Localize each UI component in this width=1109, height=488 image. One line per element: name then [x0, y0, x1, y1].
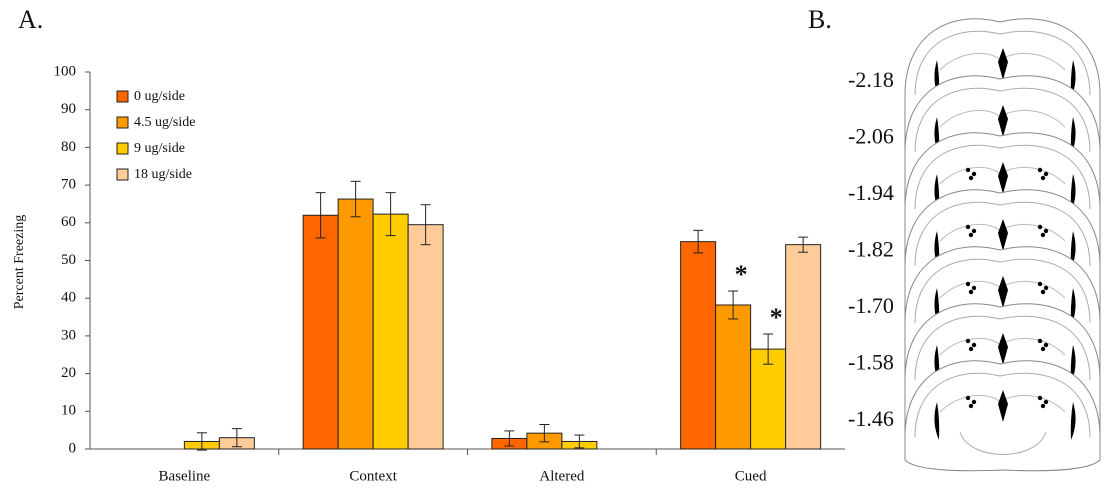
y-tick-label: 40 [61, 290, 76, 306]
significance-mark: * [735, 260, 748, 289]
legend-label: 9 ug/side [134, 141, 185, 156]
cannula-dot [1041, 404, 1045, 408]
level-label: -1.58 [848, 350, 894, 375]
y-tick-label: 60 [61, 214, 76, 230]
cannula-dot [1041, 290, 1045, 294]
cannula-dot [966, 282, 970, 286]
bar [408, 225, 443, 449]
cannula-dot [1044, 229, 1048, 233]
level-label: -1.82 [848, 237, 894, 262]
cannula-dot [972, 400, 976, 404]
cannula-dot [1044, 172, 1048, 176]
y-tick-label: 100 [54, 63, 77, 79]
bar [716, 305, 751, 449]
cannula-dot [1038, 282, 1042, 286]
cannula-dot [1038, 339, 1042, 343]
y-axis-label: Percent Freezing [12, 215, 27, 309]
cannula-dot [1041, 347, 1045, 351]
cannula-dot [1044, 286, 1048, 290]
y-tick-label: 10 [61, 403, 76, 419]
y-tick-label: 0 [69, 440, 77, 456]
y-tick-label: 70 [61, 177, 76, 193]
significance-mark: * [770, 303, 783, 332]
x-tick-label: Baseline [159, 468, 211, 484]
cannula-dot [969, 290, 973, 294]
y-tick-label: 80 [61, 139, 76, 155]
y-tick-label: 30 [61, 327, 76, 343]
bar [681, 242, 716, 449]
figure: A. Percent Freezing B. 0 10 20 30 40 50 60 70 80… [0, 0, 1109, 488]
bar [373, 214, 408, 449]
cannula-dot [1038, 168, 1042, 172]
x-tick-label: Cued [735, 468, 767, 484]
brain-sections [905, 19, 1100, 471]
cannula-dot [1038, 396, 1042, 400]
cannula-dot [972, 286, 976, 290]
level-label: -1.94 [848, 180, 894, 205]
cannula-dot [1038, 225, 1042, 229]
legend-swatch [117, 91, 128, 102]
cannula-dot [966, 168, 970, 172]
cannula-dot [1044, 343, 1048, 347]
level-label: -1.46 [848, 406, 894, 431]
cannula-dot [1044, 400, 1048, 404]
cannula-dot [972, 343, 976, 347]
panel-label: A. [18, 5, 43, 34]
legend-swatch [117, 143, 128, 154]
cannula-dot [969, 404, 973, 408]
cannula-dot [966, 396, 970, 400]
cannula-dot [1041, 233, 1045, 237]
bar [303, 215, 338, 449]
x-tick-label: Context [349, 468, 397, 484]
cannula-dot [1041, 176, 1045, 180]
legend-swatch [117, 117, 128, 128]
level-label: -1.70 [848, 293, 894, 318]
bar [338, 199, 373, 449]
cannula-dot [972, 229, 976, 233]
legend-label: 18 ug/side [134, 167, 192, 182]
legend-label: 4.5 ug/side [134, 115, 195, 130]
y-tick-label: 20 [61, 365, 76, 381]
cannula-dot [969, 176, 973, 180]
x-tick-label: Altered [539, 468, 584, 484]
y-tick-label: 50 [61, 252, 76, 268]
level-label: -2.06 [848, 124, 894, 149]
bar [786, 245, 821, 449]
y-tick-label: 90 [61, 101, 76, 117]
legend-label: 0 ug/side [134, 89, 185, 104]
panel-label: B. [808, 5, 832, 34]
cannula-dot [969, 347, 973, 351]
cannula-dot [972, 172, 976, 176]
cannula-dot [966, 225, 970, 229]
cannula-dot [969, 233, 973, 237]
legend-swatch [117, 169, 128, 180]
level-label: -2.18 [848, 67, 894, 92]
cannula-dot [966, 339, 970, 343]
